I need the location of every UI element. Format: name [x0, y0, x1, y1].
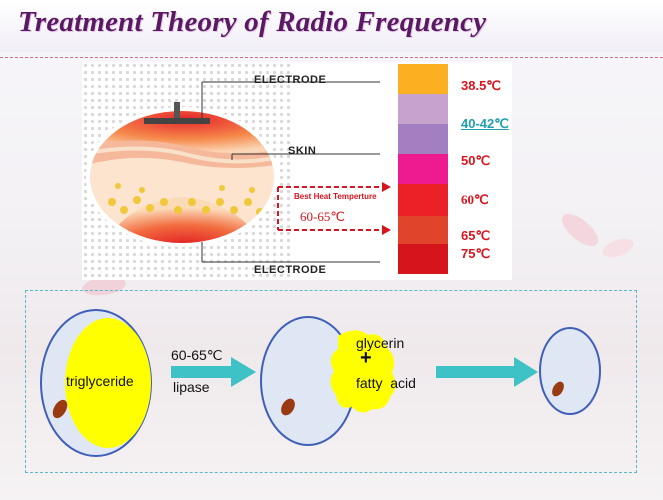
temperature-color-scale — [398, 64, 448, 274]
title-band — [0, 0, 663, 52]
process-illustration — [40, 309, 601, 457]
scale-segment-0 — [398, 64, 448, 94]
best-heat-range: 60-65℃ — [300, 209, 345, 224]
scale-segment-6 — [398, 244, 448, 274]
electrode-top-label: ELECTRODE — [254, 74, 327, 86]
scale-segment-3 — [398, 154, 448, 184]
triglyceride-label: triglyceride — [66, 373, 134, 389]
title-divider — [0, 57, 663, 58]
temp-label-65: 65℃ — [461, 228, 491, 243]
temp-label-75: 75℃ — [461, 246, 491, 261]
scale-segment-1 — [398, 94, 448, 124]
page-title: Treatment Theory of Radio Frequency — [18, 6, 487, 38]
scale-segment-4 — [398, 184, 448, 216]
triglyceride-blob — [65, 318, 151, 448]
fatty-acid-label: fatty acid — [356, 375, 416, 391]
temp-label-60: 60℃ — [461, 192, 489, 207]
temp-label-38-5: 38.5℃ — [461, 78, 501, 93]
petal-decoration-right — [561, 213, 634, 258]
arrow1-temperature-label: 60-65℃ — [171, 347, 223, 363]
plus-sign: + — [360, 347, 372, 369]
temp-label-50: 50℃ — [461, 153, 491, 168]
temp-label-40-42[interactable]: 40-42℃ — [461, 116, 509, 131]
temperature-labels: 38.5℃ 40-42℃ 50℃ 60℃ 65℃ 75℃ — [461, 62, 521, 280]
best-heat-label: Best Heat Temperture — [294, 192, 377, 201]
skin-label: SKIN — [288, 145, 317, 157]
nucleus-1 — [52, 399, 68, 419]
fat-breakdown-process: triglyceride 60-65℃ lipase glycerin + fa… — [25, 290, 637, 473]
scale-segment-5 — [398, 216, 448, 244]
glycerin-label: glycerin — [356, 335, 405, 351]
nucleus-2 — [281, 398, 295, 416]
lipase-label: lipase — [173, 379, 210, 395]
electrode-bottom-label: ELECTRODE — [254, 264, 327, 276]
fat-cell-small — [539, 327, 601, 415]
scale-segment-2 — [398, 124, 448, 154]
nucleus-3 — [552, 381, 564, 397]
glycerin-fatty-acid-blob — [330, 330, 396, 413]
tissue-illustration — [82, 62, 391, 280]
rf-heating-diagram: ELECTRODE SKIN ELECTRODE Best Heat Tempe… — [82, 62, 512, 280]
